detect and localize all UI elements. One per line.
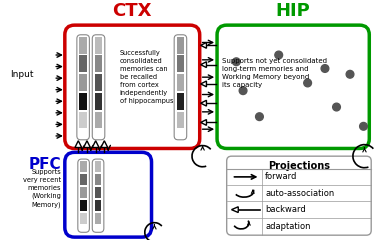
Polygon shape: [201, 62, 207, 67]
FancyBboxPatch shape: [65, 152, 152, 237]
FancyBboxPatch shape: [217, 25, 369, 149]
Bar: [177, 93, 184, 110]
Circle shape: [256, 113, 263, 120]
Bar: [80, 174, 87, 185]
FancyBboxPatch shape: [92, 35, 105, 140]
Text: backward: backward: [265, 205, 306, 214]
Polygon shape: [201, 120, 207, 125]
Polygon shape: [84, 141, 90, 148]
Text: Projections: Projections: [268, 161, 330, 171]
FancyBboxPatch shape: [77, 35, 89, 140]
Text: forward: forward: [265, 172, 298, 181]
Bar: [79, 55, 87, 72]
Text: Supports not yet consolidated
long-term memories and
Working Memory beyond
its c: Supports not yet consolidated long-term …: [222, 58, 327, 88]
FancyBboxPatch shape: [65, 25, 200, 149]
Polygon shape: [232, 207, 238, 213]
FancyBboxPatch shape: [78, 159, 89, 232]
Bar: [80, 200, 87, 211]
Polygon shape: [201, 42, 207, 48]
Bar: [80, 213, 87, 224]
FancyBboxPatch shape: [227, 156, 371, 235]
Bar: [79, 74, 87, 91]
Bar: [95, 161, 101, 172]
Polygon shape: [101, 141, 108, 148]
Bar: [79, 93, 87, 110]
Bar: [95, 187, 101, 198]
Bar: [80, 187, 87, 198]
FancyBboxPatch shape: [92, 159, 104, 232]
Bar: [80, 161, 87, 172]
Bar: [95, 93, 103, 110]
Bar: [95, 174, 101, 185]
Bar: [95, 112, 103, 128]
Bar: [177, 55, 184, 72]
Bar: [177, 37, 184, 54]
Bar: [79, 112, 87, 128]
Bar: [95, 74, 103, 91]
Text: auto-association: auto-association: [265, 189, 334, 198]
Text: Supports
very recent
memories
(Working
Memory): Supports very recent memories (Working M…: [23, 169, 61, 208]
Circle shape: [275, 51, 283, 59]
Text: adaptation: adaptation: [265, 222, 311, 231]
Polygon shape: [201, 100, 207, 106]
Bar: [95, 200, 101, 211]
FancyBboxPatch shape: [174, 35, 187, 140]
Polygon shape: [75, 141, 82, 148]
Circle shape: [239, 87, 247, 95]
Text: Input: Input: [10, 70, 33, 79]
Text: HIP: HIP: [276, 2, 311, 20]
Polygon shape: [201, 81, 207, 87]
Circle shape: [304, 79, 311, 87]
Circle shape: [346, 70, 354, 78]
Circle shape: [333, 103, 340, 111]
Circle shape: [232, 58, 240, 66]
Text: CTX: CTX: [113, 2, 152, 20]
Bar: [79, 37, 87, 54]
Bar: [177, 74, 184, 91]
Bar: [95, 213, 101, 224]
Bar: [95, 37, 103, 54]
Bar: [177, 112, 184, 128]
Circle shape: [321, 65, 329, 72]
Text: Successfully
consolidated
memories can
be recalled
from cortex
independently
of : Successfully consolidated memories can b…: [120, 50, 173, 104]
Circle shape: [360, 122, 367, 130]
Text: PFC: PFC: [28, 157, 61, 172]
Polygon shape: [92, 141, 99, 148]
Bar: [95, 55, 103, 72]
